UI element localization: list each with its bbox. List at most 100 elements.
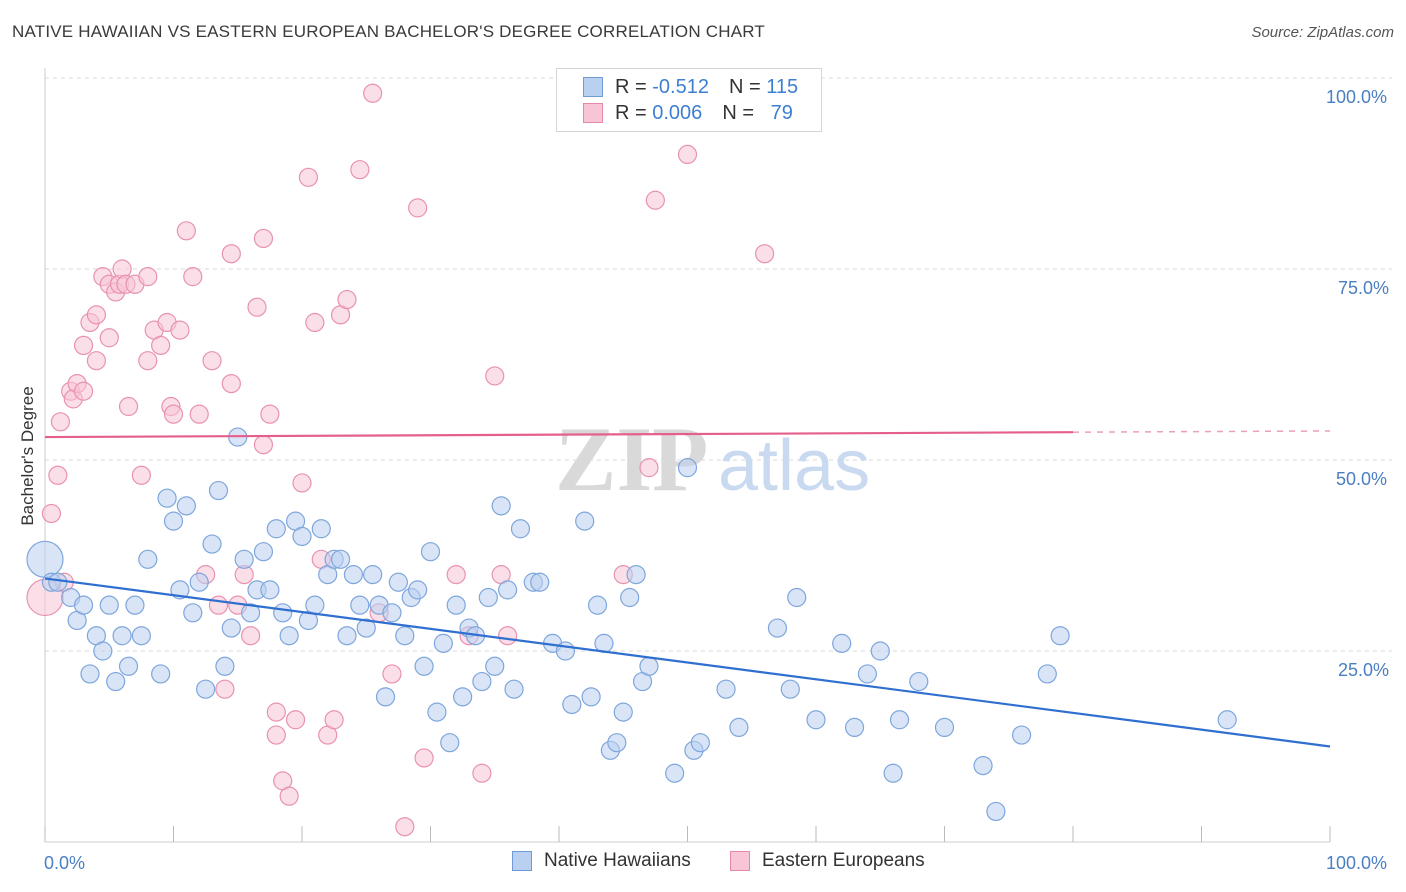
source-credit: Source: ZipAtlas.com xyxy=(1251,24,1394,41)
bottom-legend-label-1: Native Hawaiians xyxy=(544,850,691,871)
native-hawaiian-point xyxy=(234,549,254,569)
eastern-european-point xyxy=(208,595,229,615)
bottom-legend-eastern-europeans: Eastern Europeans xyxy=(730,850,925,872)
eastern-european-point xyxy=(50,412,71,432)
native-hawaiian-point xyxy=(196,679,216,699)
native-hawaiian-point xyxy=(934,717,955,738)
native-hawaiian-point xyxy=(112,626,132,646)
native-hawaiian-point xyxy=(889,710,910,730)
native-hawaiian-point xyxy=(343,564,363,585)
native-hawaiian-point xyxy=(870,641,890,661)
native-hawaiian-point xyxy=(973,755,993,776)
legend-n-value-2: 79 xyxy=(770,101,793,124)
x-tick-0: 0.0% xyxy=(44,853,86,873)
eastern-european-point xyxy=(677,144,698,164)
legend-r-value-2: 0.006 xyxy=(652,101,703,124)
eastern-european-point xyxy=(395,817,415,837)
native-hawaiian-point xyxy=(909,671,929,692)
native-hawaiian-point xyxy=(241,603,261,623)
eastern-european-point xyxy=(73,335,94,355)
native-hawaiian-point xyxy=(202,534,222,554)
native-hawaiian-point xyxy=(73,595,94,615)
native-hawaiian-point xyxy=(138,549,158,569)
native-hawaiian-point xyxy=(395,626,415,646)
eastern-european-point xyxy=(645,190,665,210)
x-tick-100: 100.0% xyxy=(1326,853,1388,873)
native-hawaiian-point xyxy=(427,702,447,722)
eastern-european-point xyxy=(639,458,659,478)
native-hawaiian-point xyxy=(356,618,376,638)
bottom-legend-swatch-pink xyxy=(730,851,750,871)
native-hawaiian-point xyxy=(806,710,826,730)
trend-line-native-hawaiians xyxy=(44,577,1331,748)
chart-title: NATIVE HAWAIIAN VS EASTERN EUROPEAN BACH… xyxy=(12,22,765,41)
native-hawaiian-point xyxy=(151,664,171,684)
trend-line-eastern-europeans-extension xyxy=(1072,430,1331,433)
native-hawaiian-point xyxy=(613,702,633,722)
eastern-european-point xyxy=(472,763,492,783)
native-hawaiian-point xyxy=(832,633,852,653)
series-eastern-europeans xyxy=(26,68,775,837)
native-hawaiian-point xyxy=(472,671,492,692)
native-hawaiian-point xyxy=(575,511,595,531)
legend-r-label: R = xyxy=(615,101,647,124)
native-hawaiian-point xyxy=(433,633,453,653)
eastern-european-point xyxy=(247,297,267,317)
y-axis-label: Bachelor's Degree xyxy=(18,386,37,526)
native-hawaiian-point xyxy=(498,580,518,600)
native-hawaiian-point xyxy=(665,763,685,783)
eastern-european-point xyxy=(305,312,325,333)
eastern-european-point xyxy=(446,564,466,585)
native-hawaiian-point xyxy=(453,687,473,707)
native-hawaiian-point xyxy=(375,687,396,707)
native-hawaiian-point xyxy=(221,618,241,638)
eastern-european-point xyxy=(498,626,518,646)
series-native-hawaiians xyxy=(26,427,1237,822)
native-hawaiian-point xyxy=(581,687,601,707)
eastern-european-point xyxy=(260,404,280,424)
native-hawaiian-point xyxy=(125,595,145,615)
eastern-european-point xyxy=(266,702,286,722)
native-hawaiian-point xyxy=(93,641,113,661)
native-hawaiian-point xyxy=(530,572,550,592)
native-hawaiian-point xyxy=(253,542,274,562)
eastern-european-point xyxy=(253,435,274,455)
legend-r-label: R = xyxy=(615,75,647,98)
legend-swatch-blue xyxy=(583,77,603,97)
eastern-european-point xyxy=(408,198,428,218)
native-hawaiian-point xyxy=(292,526,312,547)
native-hawaiian-point xyxy=(157,488,177,508)
native-hawaiian-point xyxy=(607,733,627,753)
native-hawaiian-point xyxy=(677,458,698,478)
native-hawaiian-point xyxy=(176,496,196,516)
native-hawaiian-point xyxy=(857,664,878,684)
eastern-european-point xyxy=(151,335,171,355)
native-hawaiian-point xyxy=(716,679,736,699)
eastern-european-point xyxy=(382,664,402,684)
native-hawaiian-point xyxy=(215,656,235,676)
native-hawaiian-point xyxy=(485,656,505,676)
eastern-european-point xyxy=(131,465,151,485)
native-hawaiian-point xyxy=(491,496,511,516)
eastern-european-point xyxy=(138,267,158,287)
eastern-european-point xyxy=(48,465,68,485)
native-hawaiian-point xyxy=(279,626,299,646)
bottom-legend-native-hawaiians: Native Hawaiians xyxy=(512,850,691,872)
eastern-european-point xyxy=(86,351,107,371)
eastern-european-point xyxy=(189,404,209,424)
eastern-european-point xyxy=(215,679,235,699)
native-hawaiian-point xyxy=(106,671,126,692)
native-hawaiian-point xyxy=(446,595,466,615)
eastern-european-point xyxy=(485,366,505,386)
eastern-european-point xyxy=(118,396,139,417)
native-hawaiian-point xyxy=(767,618,788,638)
legend-n-label: N = xyxy=(728,75,761,98)
native-hawaiian-point xyxy=(1217,710,1237,730)
native-hawaiian-point xyxy=(1011,725,1032,745)
native-hawaiian-point xyxy=(414,656,434,676)
axes xyxy=(44,68,1331,843)
native-hawaiian-point xyxy=(883,763,903,783)
native-hawaiian-point xyxy=(183,603,203,623)
eastern-european-point xyxy=(176,221,196,241)
